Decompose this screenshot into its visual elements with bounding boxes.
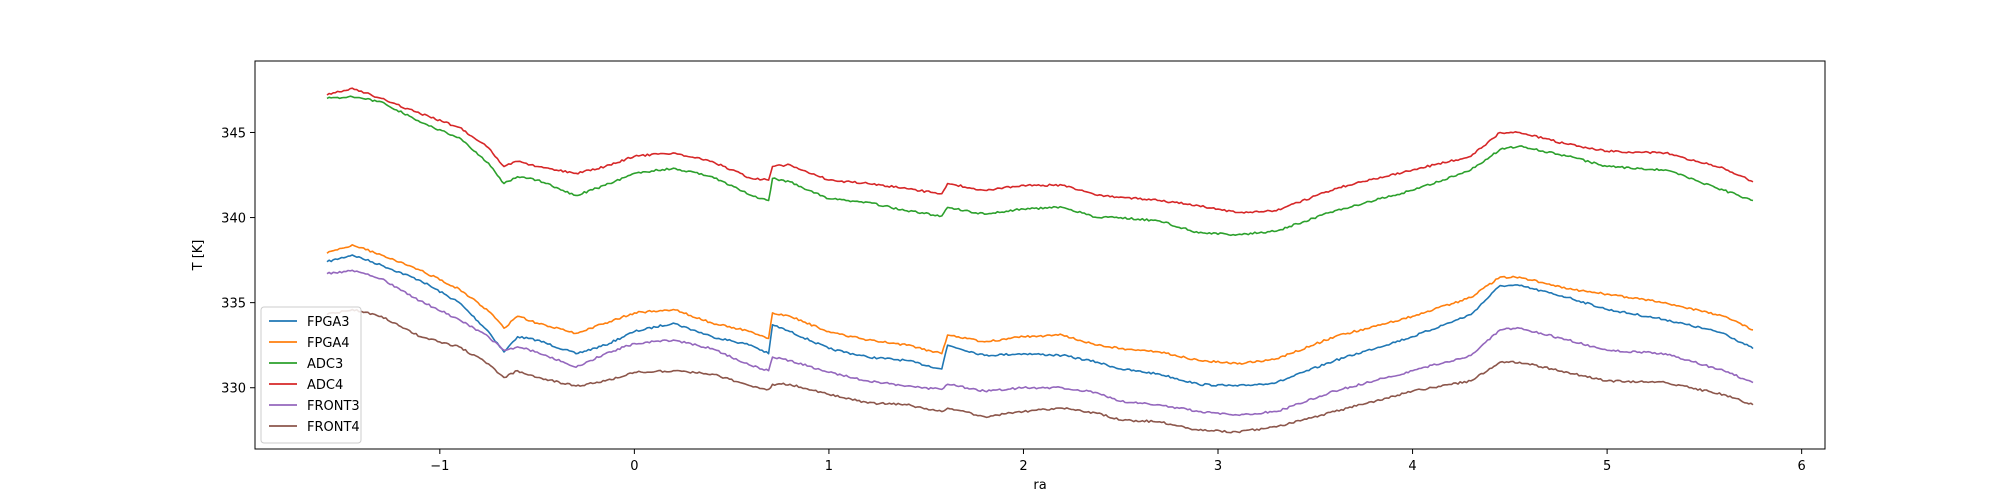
x-axis-label: ra xyxy=(1033,478,1046,493)
x-tick-label: 5 xyxy=(1603,459,1611,474)
x-axis: −1 0 1 2 3 4 5 6 xyxy=(430,449,1806,474)
x-tick-label: 3 xyxy=(1214,459,1222,474)
x-tick-label: −1 xyxy=(430,459,449,474)
legend-label-fpga3: FPGA3 xyxy=(307,315,350,330)
legend-label-adc3: ADC3 xyxy=(307,357,343,372)
x-tick-label: 4 xyxy=(1408,459,1416,474)
plot-frame xyxy=(254,60,1826,450)
series-line-fpga3 xyxy=(326,254,1754,387)
legend-label-adc4: ADC4 xyxy=(307,378,343,393)
x-tick-label: 1 xyxy=(825,459,833,474)
series-layer xyxy=(326,87,1754,434)
x-tick-label: 6 xyxy=(1798,459,1806,474)
legend-label-front3: FRONT3 xyxy=(307,399,360,414)
x-tick-label: 2 xyxy=(1019,459,1027,474)
y-axis: 330 335 340 345 xyxy=(221,126,255,397)
x-tick-label: 0 xyxy=(630,459,638,474)
y-tick-label: 330 xyxy=(221,382,246,397)
series-line-front4 xyxy=(326,308,1754,434)
y-tick-label: 340 xyxy=(221,212,246,227)
series-line-adc3 xyxy=(326,95,1754,237)
y-tick-label: 345 xyxy=(221,126,246,141)
series-line-adc4 xyxy=(326,87,1754,214)
legend: FPGA3 FPGA4 ADC3 ADC4 FRONT3 FRONT4 xyxy=(260,306,362,444)
series-line-front3 xyxy=(326,269,1754,417)
legend-label-fpga4: FPGA4 xyxy=(307,336,350,351)
y-tick-label: 335 xyxy=(221,297,246,312)
legend-label-front4: FRONT4 xyxy=(307,420,360,435)
legend-box xyxy=(260,306,362,444)
series-line-fpga4 xyxy=(326,244,1754,365)
y-axis-label: T [K] xyxy=(191,240,206,272)
